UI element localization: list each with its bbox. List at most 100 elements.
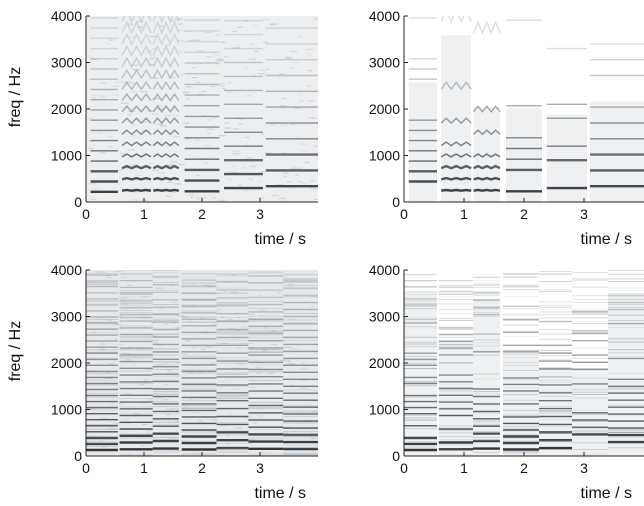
- noise-texel: [126, 284, 132, 286]
- noise-texel: [120, 304, 129, 306]
- harmonic-line: [441, 188, 472, 192]
- noise-texel: [162, 399, 170, 401]
- y-tick-label: 1000: [51, 402, 82, 418]
- noise-texel: [106, 276, 113, 279]
- noise-texel: [189, 398, 193, 400]
- noise-texel: [300, 368, 308, 370]
- noise-texel: [220, 41, 226, 43]
- noise-texel: [316, 78, 318, 80]
- noise-texel: [164, 44, 170, 46]
- noise-texel: [181, 439, 189, 441]
- spectrogram-panel-bottom-left: 0 1000 2000 3000 4000 0 1 2 3 time / s freq / Hz: [7, 262, 318, 502]
- noise-texel: [261, 133, 265, 135]
- noise-texel: [128, 22, 134, 25]
- harmonic-line: [121, 56, 152, 69]
- harmonic-line: [152, 32, 180, 46]
- noise-texel: [299, 387, 308, 389]
- noise-texel: [196, 371, 205, 374]
- noise-texel: [116, 183, 122, 185]
- noise-texel: [166, 413, 172, 416]
- noise-texel: [225, 434, 231, 436]
- noise-texel: [114, 270, 122, 273]
- noise-texel: [192, 304, 197, 306]
- y-tick-label: 3000: [51, 309, 82, 325]
- noise-texel: [270, 124, 277, 126]
- noise-texel: [257, 197, 265, 199]
- noise-texel: [156, 172, 165, 174]
- noise-texel: [105, 274, 110, 276]
- note-segment: [539, 271, 572, 456]
- noise-texel: [306, 85, 312, 87]
- x-tick-label: 0: [82, 206, 90, 222]
- noise-texel: [140, 91, 148, 93]
- noise-texel: [313, 198, 318, 200]
- noise-texel: [307, 398, 312, 401]
- noise-texel: [166, 145, 172, 147]
- noise-texel: [271, 330, 278, 333]
- noise-texel: [175, 420, 179, 422]
- noise-texel: [207, 284, 213, 286]
- noise-texel: [204, 31, 213, 33]
- note-segment: [438, 280, 473, 456]
- noise-texel: [143, 121, 148, 123]
- noise-texel: [233, 153, 241, 155]
- note-segment: [121, 16, 152, 192]
- noise-texel: [205, 145, 211, 147]
- noise-texel: [126, 454, 133, 456]
- noise-texel: [288, 285, 294, 287]
- noise-texel: [232, 165, 237, 167]
- spectrogram-panel-bottom-right: 0 1000 2000 3000 4000 0 1 2 3 time / s: [369, 262, 644, 502]
- x-tick-label: 3: [256, 206, 264, 222]
- noise-texel: [153, 342, 159, 344]
- noise-texel: [212, 197, 217, 199]
- noise-texel: [194, 139, 201, 141]
- harmonic-line: [121, 188, 152, 192]
- noise-texel: [173, 183, 182, 185]
- harmonic-line: [152, 129, 180, 136]
- harmonic-line: [121, 44, 152, 57]
- noise-texel: [288, 318, 296, 320]
- noise-texel: [87, 147, 95, 150]
- note-segment: [152, 270, 179, 453]
- noise-texel: [220, 425, 228, 427]
- noise-texel: [124, 392, 131, 395]
- noise-texel: [137, 26, 144, 28]
- noise-texel: [178, 163, 186, 166]
- noise-texel: [101, 446, 108, 448]
- noise-texel: [301, 362, 306, 364]
- mask-region: [438, 339, 473, 456]
- harmonic-line: [152, 92, 180, 102]
- y-tick-label: 1000: [369, 402, 400, 418]
- harmonic-line: [152, 105, 180, 113]
- noise-texel: [260, 451, 266, 454]
- noise-texel: [188, 372, 194, 374]
- noise-texel: [299, 143, 307, 145]
- noise-texel: [167, 76, 176, 79]
- noise-texel: [210, 362, 216, 364]
- noise-texel: [282, 359, 290, 361]
- harmonic-line: [440, 81, 472, 91]
- noise-texel: [118, 402, 126, 404]
- noise-texel: [262, 19, 269, 21]
- y-tick-label: 0: [74, 448, 82, 464]
- noise-texel: [110, 292, 116, 295]
- noise-texel: [193, 452, 200, 454]
- noise-texel: [277, 292, 281, 294]
- noise-texel: [166, 369, 172, 371]
- noise-texel: [228, 413, 233, 415]
- noise-texel: [170, 164, 174, 166]
- noise-texel: [237, 363, 244, 365]
- harmonic-line: [473, 129, 501, 136]
- noise-texel: [196, 81, 201, 84]
- noise-texel: [87, 440, 95, 442]
- harmonic-line: [121, 81, 152, 91]
- note-segment: [86, 273, 118, 452]
- noise-texel: [108, 39, 114, 41]
- noise-texel: [94, 188, 102, 190]
- noise-texel: [295, 167, 303, 169]
- noise-texel: [102, 382, 107, 384]
- noise-texel: [310, 437, 317, 439]
- noise-texel: [212, 323, 219, 325]
- x-tick-label: 0: [400, 460, 408, 476]
- noise-texel: [243, 66, 248, 69]
